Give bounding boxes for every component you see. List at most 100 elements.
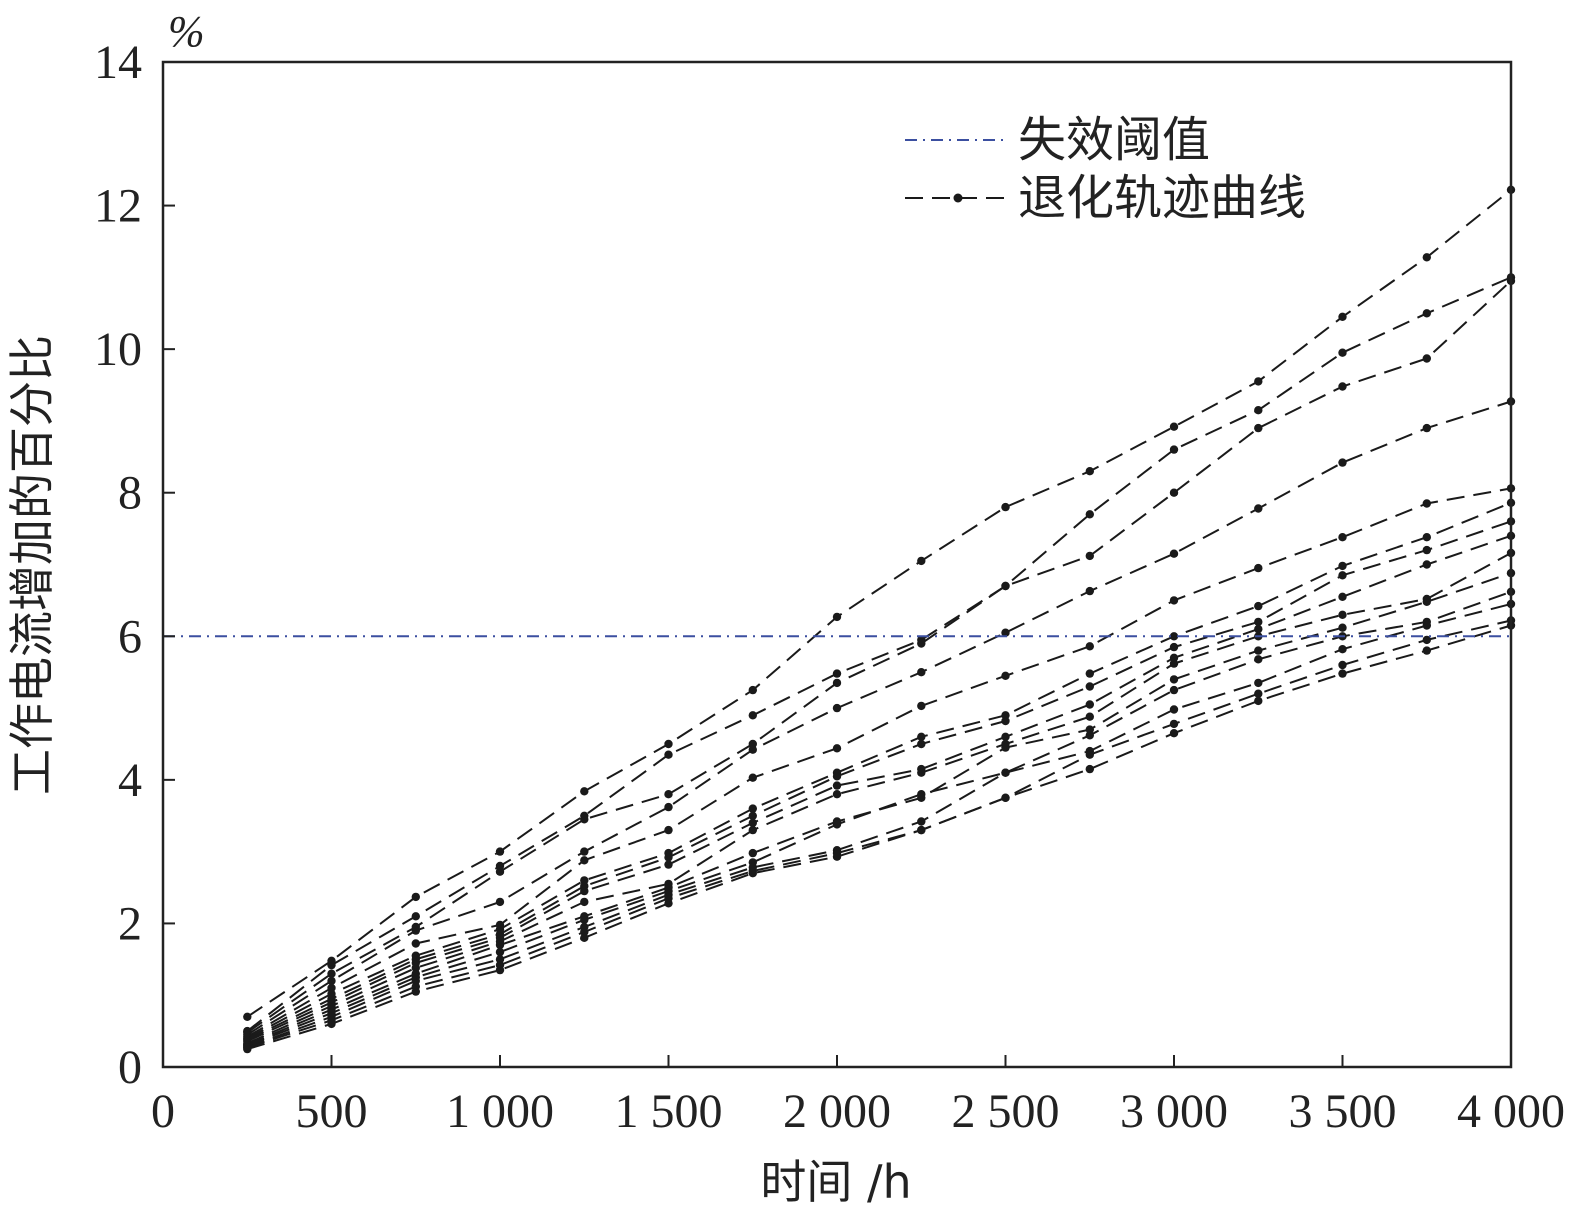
degradation-point	[917, 817, 926, 826]
degradation-point	[1001, 793, 1010, 802]
degradation-point	[1422, 253, 1432, 262]
degradation-point	[1422, 499, 1432, 508]
axis-layer: 0 500 1 000 1 500 2 000 2 500 3 000 3 500 4 000 0…	[94, 36, 1565, 1138]
degradation-point	[1338, 660, 1347, 670]
degradation-point	[1254, 563, 1263, 573]
degradation-point	[1085, 750, 1095, 759]
y-unit-label: %	[168, 7, 205, 56]
degradation-point	[1001, 581, 1010, 591]
degradation-point	[1254, 504, 1263, 513]
y-tick-label: 6	[118, 610, 142, 663]
degradation-point	[832, 820, 842, 829]
degradation-point	[1338, 458, 1347, 467]
degradation-curve-line	[246, 590, 1512, 1047]
degradation-point	[832, 678, 842, 688]
degradation-point	[832, 852, 842, 861]
degradation-point	[748, 825, 757, 835]
degradation-point	[327, 1019, 336, 1029]
degradation-point	[1085, 682, 1095, 691]
plot-frame	[161, 60, 1513, 1069]
degradation-point	[1338, 645, 1347, 654]
degradation-point	[664, 860, 673, 869]
degradation-point	[580, 847, 589, 856]
degradation-point	[748, 818, 757, 828]
degradation-point	[1422, 545, 1432, 555]
degradation-point	[1422, 646, 1432, 655]
degradation-point	[1254, 423, 1263, 433]
degradation-point	[832, 772, 842, 781]
degradation-point	[1254, 696, 1263, 706]
degradation-point	[495, 955, 505, 964]
degradation-point	[495, 847, 505, 856]
degradation-point	[1169, 642, 1179, 652]
degradation-point	[748, 711, 757, 720]
degradation-point	[580, 815, 589, 824]
degradation-point	[748, 804, 757, 813]
x-tick-label: 3 000	[1120, 1085, 1228, 1138]
degradation-point	[1338, 533, 1347, 542]
degradation-point	[495, 965, 505, 975]
degradation-point	[1254, 377, 1263, 386]
degradation-curve-line	[246, 280, 1512, 1034]
degradation-point	[664, 790, 673, 799]
degradation-point	[243, 1044, 252, 1054]
degradation-point	[1085, 712, 1095, 721]
degradation-point	[1338, 610, 1347, 619]
degradation-point	[411, 892, 420, 902]
degradation-point	[1169, 596, 1179, 605]
degradation-point	[1085, 669, 1095, 678]
degradation-curve-line	[246, 189, 1512, 1018]
degradation-point	[748, 685, 757, 695]
degradation-curve	[243, 397, 1516, 1039]
degradation-point	[1085, 586, 1095, 596]
degradation-point	[1254, 689, 1263, 698]
degradation-point	[411, 963, 420, 973]
degradation-curve	[243, 484, 1516, 1042]
y-tick-label: 2	[118, 897, 142, 950]
degradation-point	[917, 790, 926, 799]
degradation-point	[495, 897, 505, 907]
degradation-point	[580, 927, 589, 937]
degradation-point	[1085, 467, 1095, 476]
degradation-curve-line	[246, 400, 1512, 1036]
degradation-point	[1169, 653, 1179, 662]
degradation-point	[580, 897, 589, 907]
degradation-point	[1338, 623, 1347, 632]
degradation-point	[1085, 700, 1095, 709]
x-axis-label: 时间 /h	[760, 1155, 911, 1209]
degradation-point	[1001, 743, 1010, 752]
degradation-point	[1254, 678, 1263, 688]
degradation-point	[832, 781, 842, 790]
degradation-point	[1338, 592, 1347, 601]
degradation-curve-line	[246, 603, 1512, 1048]
degradation-curve-line	[246, 572, 1512, 1046]
degradation-point	[1254, 601, 1263, 611]
degradation-point	[917, 732, 926, 741]
degradation-point	[664, 899, 673, 908]
degradation-point	[748, 745, 757, 754]
degradation-point	[1001, 732, 1010, 741]
degradation-point	[832, 703, 842, 713]
degradation-point	[411, 987, 420, 996]
degradation-point	[1422, 597, 1432, 606]
y-tick-label: 8	[118, 467, 142, 520]
degradation-point	[1169, 685, 1179, 695]
degradation-point	[1254, 406, 1263, 415]
y-tick-label: 10	[94, 323, 142, 376]
degradation-point	[495, 940, 505, 950]
degradation-point	[495, 867, 505, 876]
degradation-point	[1085, 642, 1095, 651]
degradation-point	[832, 669, 842, 678]
degradation-point	[1085, 731, 1095, 740]
degradation-point	[1422, 423, 1432, 433]
x-tick-label: 3 500	[1289, 1085, 1397, 1138]
degradation-curve-line	[246, 552, 1512, 1045]
degradation-point	[1169, 705, 1179, 714]
degradation-curve	[243, 599, 1516, 1052]
degradation-point	[832, 612, 842, 622]
y-axis-label: 工作电流增加的百分比	[5, 335, 59, 795]
degradation-point	[664, 853, 673, 862]
legend-threshold-label: 失效阈值	[1018, 112, 1210, 168]
degradation-point	[1001, 768, 1010, 777]
